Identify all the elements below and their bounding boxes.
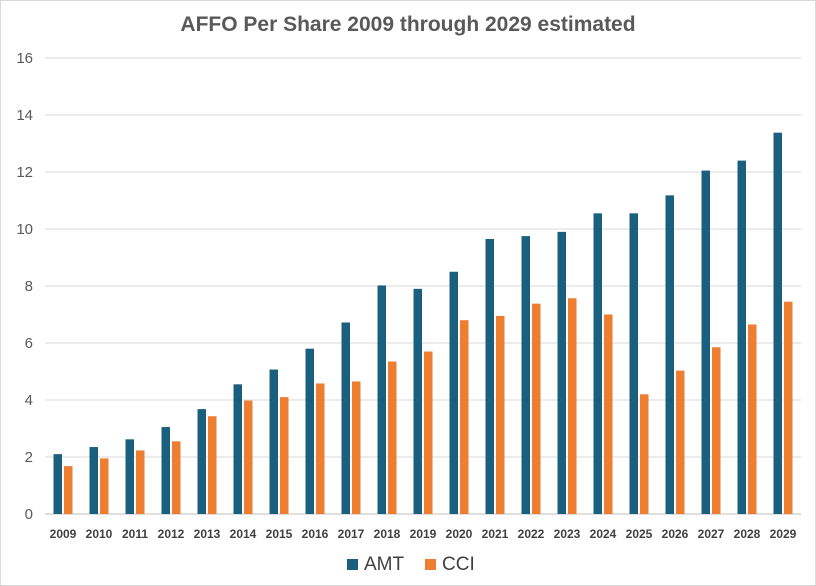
x-tick-label: 2024 bbox=[590, 527, 617, 541]
legend-swatch-amt bbox=[347, 559, 358, 570]
x-tick-label: 2019 bbox=[410, 527, 437, 541]
x-tick-label: 2022 bbox=[518, 527, 545, 541]
x-tick-label: 2016 bbox=[302, 527, 329, 541]
bar-amt-2028 bbox=[737, 160, 746, 514]
legend: AMT CCI bbox=[347, 554, 475, 575]
x-tick-label: 2026 bbox=[662, 527, 689, 541]
x-tick-label: 2010 bbox=[86, 527, 113, 541]
bar-amt-2022 bbox=[521, 236, 530, 514]
bar-amt-2018 bbox=[377, 285, 386, 514]
bar-cci-2016 bbox=[316, 383, 325, 514]
bar-cci-2026 bbox=[676, 370, 685, 514]
bar-cci-2009 bbox=[64, 466, 73, 514]
bar-cci-2024 bbox=[604, 314, 613, 514]
x-tick-label: 2009 bbox=[50, 527, 77, 541]
bar-amt-2017 bbox=[341, 322, 350, 514]
bar-cci-2023 bbox=[568, 298, 577, 514]
y-tick-label: 2 bbox=[25, 449, 33, 466]
y-tick-label: 8 bbox=[25, 278, 33, 295]
x-tick-label: 2029 bbox=[770, 527, 797, 541]
bar-amt-2014 bbox=[233, 384, 242, 514]
y-tick-label: 16 bbox=[16, 50, 33, 67]
x-tick-label: 2028 bbox=[734, 527, 761, 541]
bar-amt-2013 bbox=[197, 409, 206, 514]
bar-amt-2029 bbox=[773, 132, 782, 515]
y-tick-label: 10 bbox=[16, 221, 33, 238]
bar-amt-2010 bbox=[89, 447, 98, 514]
bars bbox=[53, 132, 793, 515]
x-tick-label: 2025 bbox=[626, 527, 653, 541]
x-tick-label: 2017 bbox=[338, 527, 365, 541]
x-tick-label: 2027 bbox=[698, 527, 725, 541]
y-tick-label: 6 bbox=[25, 335, 33, 352]
bar-cci-2013 bbox=[208, 416, 217, 514]
y-tick-label: 0 bbox=[25, 506, 33, 523]
bar-cci-2019 bbox=[424, 351, 433, 514]
x-tick-label: 2023 bbox=[554, 527, 581, 541]
bar-cci-2027 bbox=[712, 347, 721, 514]
x-tick-label: 2013 bbox=[194, 527, 221, 541]
x-axis-ticks: 2009 2010 2011 2012 2013 2014 2015 2016 2017 2018… bbox=[50, 527, 797, 541]
bar-amt-2009 bbox=[53, 454, 62, 514]
bar-cci-2022 bbox=[532, 303, 541, 514]
x-tick-label: 2014 bbox=[230, 527, 257, 541]
gridlines bbox=[45, 57, 801, 515]
bar-amt-2011 bbox=[125, 439, 134, 514]
bar-cci-2028 bbox=[748, 324, 757, 514]
bar-cci-2010 bbox=[100, 458, 109, 514]
bar-amt-2016 bbox=[305, 348, 314, 514]
bar-amt-2015 bbox=[269, 369, 278, 514]
x-tick-label: 2011 bbox=[122, 527, 148, 541]
bar-cci-2021 bbox=[496, 315, 505, 514]
bar-cci-2025 bbox=[640, 394, 649, 514]
legend-label-cci: CCI bbox=[442, 554, 475, 575]
x-tick-label: 2021 bbox=[482, 527, 509, 541]
y-tick-label: 4 bbox=[25, 392, 33, 409]
bar-amt-2021 bbox=[485, 238, 494, 514]
x-tick-label: 2012 bbox=[158, 527, 185, 541]
bar-amt-2027 bbox=[701, 170, 710, 514]
bar-cci-2029 bbox=[784, 301, 793, 514]
bar-cci-2015 bbox=[280, 397, 289, 514]
bar-cci-2017 bbox=[352, 381, 361, 514]
bar-amt-2020 bbox=[449, 271, 458, 514]
bar-cci-2014 bbox=[244, 400, 253, 514]
bar-amt-2012 bbox=[161, 427, 170, 514]
bar-amt-2019 bbox=[413, 288, 422, 514]
bar-cci-2018 bbox=[388, 361, 397, 514]
chart-title: AFFO Per Share 2009 through 2029 estimat… bbox=[180, 13, 636, 36]
bar-amt-2026 bbox=[665, 195, 674, 514]
bar-cci-2012 bbox=[172, 441, 181, 514]
bar-cci-2020 bbox=[460, 320, 469, 514]
bar-cci-2011 bbox=[136, 450, 145, 514]
bar-amt-2025 bbox=[629, 213, 638, 514]
y-axis-ticks: 0 2 4 6 8 10 12 14 16 bbox=[16, 50, 33, 523]
y-tick-label: 14 bbox=[16, 107, 33, 124]
x-tick-label: 2020 bbox=[446, 527, 473, 541]
bar-amt-2024 bbox=[593, 213, 602, 514]
x-tick-label: 2015 bbox=[266, 527, 293, 541]
legend-swatch-cci bbox=[425, 559, 436, 570]
y-tick-label: 12 bbox=[16, 164, 33, 181]
legend-label-amt: AMT bbox=[364, 554, 405, 575]
bar-amt-2023 bbox=[557, 231, 566, 514]
x-tick-label: 2018 bbox=[374, 527, 401, 541]
